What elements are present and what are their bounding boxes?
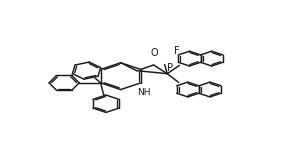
Text: NH: NH [137,88,150,97]
Text: F: F [174,46,180,56]
Text: P: P [167,63,173,74]
Text: O: O [151,47,158,57]
